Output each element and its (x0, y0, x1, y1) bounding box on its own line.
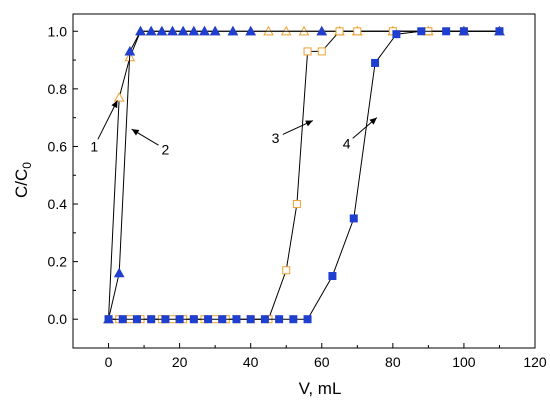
data-point (199, 25, 210, 36)
data-point (417, 27, 426, 36)
data-point (227, 25, 239, 36)
x-tick-label: 60 (314, 354, 330, 370)
data-point (246, 315, 255, 324)
arrow-head (369, 117, 377, 125)
curve-label-text: 3 (272, 130, 280, 146)
data-point (245, 25, 257, 36)
series-line (108, 30, 500, 320)
series-layer (103, 25, 505, 324)
data-point (495, 27, 504, 36)
series-line (108, 30, 500, 320)
arrow-head (131, 129, 140, 136)
data-point (303, 47, 312, 56)
data-point (232, 315, 241, 324)
series-2 (103, 25, 505, 324)
data-point (328, 272, 337, 281)
series-line (108, 30, 500, 320)
data-point (317, 47, 326, 56)
curve-label-2: 2 (131, 128, 170, 157)
curve-label-1: 1 (90, 100, 118, 154)
data-point (156, 25, 168, 36)
x-axis-title: V, mL (299, 379, 342, 398)
data-point (132, 315, 141, 324)
data-point (189, 315, 198, 324)
data-point (282, 266, 291, 275)
data-point (335, 27, 344, 36)
curve-label-3: 3 (272, 120, 314, 146)
y-tick-label: 1.0 (48, 23, 68, 39)
data-point (118, 315, 127, 324)
series-4 (104, 27, 504, 324)
axis-tick-labels: 0 20 40 60 80 100 120 0.0 0.2 0.4 0.6 0.8 1.0 (48, 23, 547, 370)
x-tick-label: 80 (385, 354, 401, 370)
curve-label-text: 2 (162, 141, 170, 157)
y-tick-label: 0.2 (48, 254, 68, 270)
curve-label-text: 1 (90, 138, 98, 154)
y-axis-title: C/C0 (12, 162, 34, 198)
curve-label-text: 4 (343, 136, 351, 152)
arrow-shaft (97, 100, 118, 140)
arrow-head (305, 120, 313, 127)
annotation-layer: 1 2 3 4 (90, 100, 378, 157)
data-point (167, 25, 178, 36)
data-point (161, 315, 170, 324)
y-tick-label: 0.6 (48, 138, 68, 154)
plot-border (72, 13, 536, 349)
y-axis-title-subscript: 0 (20, 162, 34, 169)
data-point (289, 315, 298, 324)
plot-frame (72, 13, 536, 349)
x-tick-label: 100 (452, 354, 476, 370)
y-tick-label: 0.0 (48, 311, 68, 327)
x-tick-label: 40 (243, 354, 259, 370)
data-point (188, 25, 200, 36)
data-point (275, 315, 284, 324)
data-point (175, 315, 184, 324)
data-point (124, 45, 136, 56)
x-tick-label: 0 (105, 354, 113, 370)
y-axis-title-main: C/C (12, 169, 31, 198)
series-1 (103, 25, 505, 324)
axis-ticks (73, 30, 536, 348)
data-point (303, 315, 312, 324)
data-point (392, 30, 401, 39)
y-tick-label: 0.4 (48, 196, 68, 212)
data-point (292, 200, 301, 209)
data-point (353, 27, 362, 36)
series-3 (104, 27, 504, 324)
y-tick-label: 0.8 (48, 81, 68, 97)
x-tick-label: 20 (172, 354, 188, 370)
data-point (371, 58, 380, 67)
x-tick-label: 120 (523, 354, 547, 370)
data-point (459, 27, 468, 36)
data-point (113, 267, 125, 278)
data-point (349, 214, 358, 223)
data-point (209, 25, 221, 36)
data-point (135, 25, 146, 36)
data-point (147, 315, 156, 324)
series-line (108, 30, 500, 320)
data-point (145, 25, 157, 36)
curve-label-4: 4 (343, 117, 378, 152)
data-point (204, 315, 213, 324)
arrow-head (111, 100, 118, 109)
data-point (113, 91, 125, 102)
data-point (104, 315, 113, 324)
data-point (260, 315, 269, 324)
data-point (177, 25, 189, 36)
data-point (218, 315, 227, 324)
data-point (316, 25, 328, 36)
data-point (442, 27, 451, 36)
